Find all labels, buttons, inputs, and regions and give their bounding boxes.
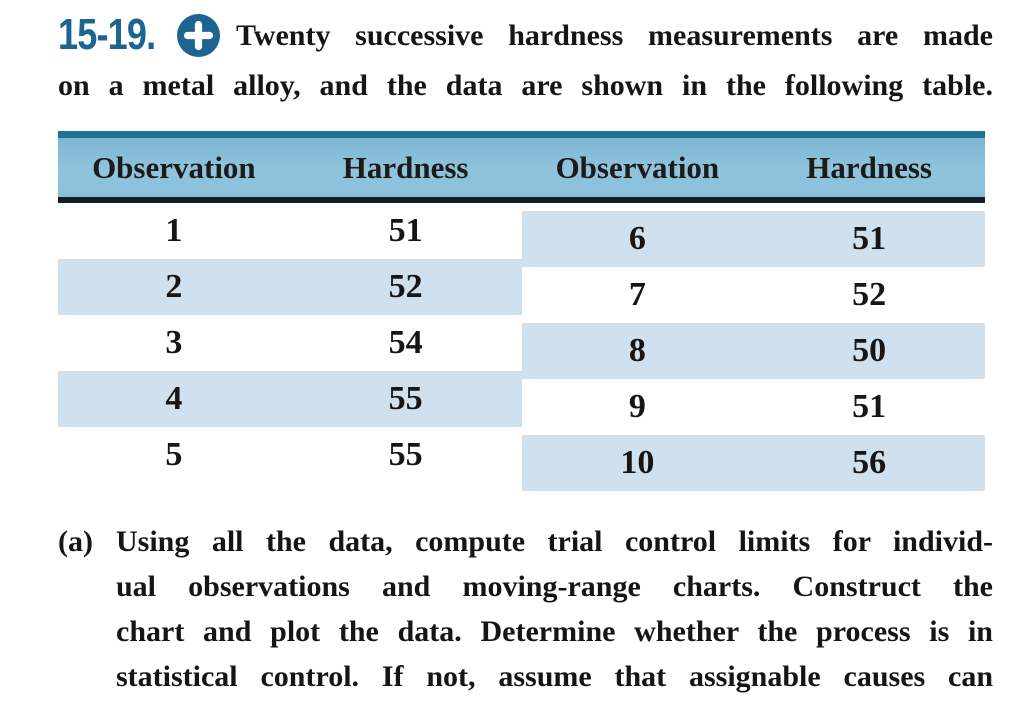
header-observation-right: Observation xyxy=(555,149,720,185)
observation-cell: 6 xyxy=(628,220,646,257)
part-a-line: Using all the data, compute trial contro… xyxy=(116,525,993,558)
problem-number: 15-19. xyxy=(58,10,156,59)
hardness-cell: 50 xyxy=(852,332,887,369)
hardness-cell: 55 xyxy=(388,380,423,417)
hardness-cell: 51 xyxy=(852,220,887,257)
problem-heading-line1: 15-19. Twenty successive hardness measur… xyxy=(58,10,993,60)
header-hardness-right: Hardness xyxy=(806,149,932,185)
observation-cell: 4 xyxy=(165,380,183,417)
part-a-line: chart and plot the data. Determine wheth… xyxy=(116,615,993,648)
part-a-line: statistical control. If not, assume that… xyxy=(116,660,993,693)
table-row: 7 52 xyxy=(522,267,986,323)
table-row: 8 50 xyxy=(521,323,985,379)
problem-intro-line1: Twenty successive hardness measurements … xyxy=(236,18,993,52)
hardness-cell: 52 xyxy=(852,276,887,313)
table-left-half: 1 51 2 52 3 54 4 55 5 55 xyxy=(58,203,522,483)
table-row: 10 56 xyxy=(521,435,985,491)
observation-cell: 2 xyxy=(165,268,183,305)
problem-number-box: 15-19. xyxy=(58,10,164,60)
hardness-cell: 51 xyxy=(388,212,423,249)
table-right-half: 6 51 7 52 8 50 9 51 10 56 xyxy=(521,211,986,491)
table-row: 2 52 xyxy=(58,259,522,315)
hardness-cell: 51 xyxy=(852,388,887,425)
hardness-data-table: Observation Hardness Observation Hardnes… xyxy=(58,131,985,491)
table-top-border xyxy=(58,131,985,138)
hardness-cell: 56 xyxy=(852,444,887,481)
table-row: 4 55 xyxy=(58,371,522,427)
table-row: 6 51 xyxy=(521,211,985,267)
header-observation-left: Observation xyxy=(92,149,256,185)
table-row: 9 51 xyxy=(522,379,986,435)
observation-cell: 1 xyxy=(165,212,183,249)
table-row: 5 55 xyxy=(58,427,522,483)
header-hardness-left: Hardness xyxy=(342,149,469,185)
table-row: 3 54 xyxy=(58,315,522,371)
observation-cell: 3 xyxy=(165,324,183,361)
part-a: (a) Using all the data, compute trial co… xyxy=(58,519,993,699)
hardness-cell: 52 xyxy=(388,268,423,305)
part-a-text: Using all the data, compute trial contro… xyxy=(116,519,993,699)
part-a-label: (a) xyxy=(58,525,93,558)
part-a-line: ual observations and moving-range charts… xyxy=(116,570,993,603)
plus-circle-icon xyxy=(176,13,221,58)
hardness-cell: 54 xyxy=(388,324,423,361)
problem-intro-line2: on a metal alloy, and the data are shown… xyxy=(58,69,993,102)
table-header-row: Observation Hardness Observation Hardnes… xyxy=(58,138,985,197)
hardness-cell: 55 xyxy=(388,436,423,473)
table-header-rule xyxy=(58,197,985,203)
observation-cell: 5 xyxy=(165,436,183,473)
table-row: 1 51 xyxy=(58,203,522,259)
table-body: 1 51 2 52 3 54 4 55 5 55 xyxy=(58,203,985,491)
observation-cell: 10 xyxy=(620,444,655,481)
observation-cell: 7 xyxy=(628,276,646,313)
observation-cell: 8 xyxy=(628,332,646,369)
observation-cell: 9 xyxy=(628,388,646,425)
